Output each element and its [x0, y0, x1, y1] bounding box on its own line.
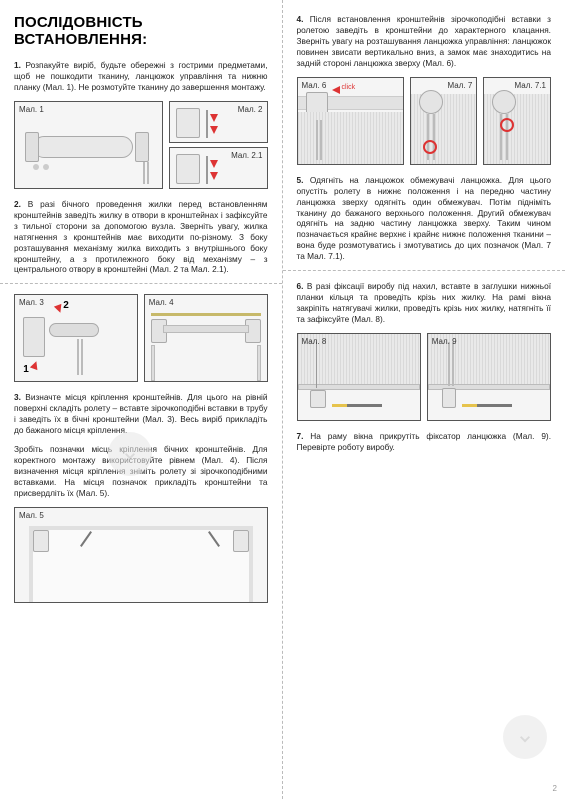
left-column: ПОСЛІДОВНІСТЬ ВСТАНОВЛЕННЯ: 1. Розпакуйт…: [0, 0, 283, 799]
page-title: ПОСЛІДОВНІСТЬ ВСТАНОВЛЕННЯ:: [14, 14, 268, 48]
step-4-text: 4. Після встановлення кронштейнів зірочк…: [297, 14, 552, 69]
figure-7-1-label: Мал. 7.1: [515, 81, 546, 90]
step-2-body: В разі бічного проведення жилки перед вс…: [14, 199, 268, 275]
step-7-num: 7.: [297, 431, 304, 441]
figure-5-label: Мал. 5: [19, 511, 44, 520]
figure-1: Мал. 1: [14, 101, 163, 189]
figure-7-label: Мал. 7: [448, 81, 473, 90]
fig-row-2: Мал. 3 2 1 Мал. 4: [14, 294, 268, 382]
step-5-num: 5.: [297, 175, 304, 185]
figure-6-label: Мал. 6: [302, 81, 327, 90]
divider-2: [283, 270, 565, 271]
step-6-num: 6.: [297, 281, 304, 291]
click-label: click: [342, 84, 356, 91]
figure-2-label: Мал. 2: [238, 105, 263, 114]
figure-8-label: Мал. 8: [302, 337, 327, 346]
badge-1: 1: [19, 363, 33, 377]
fig-row-3: Мал. 5: [14, 507, 268, 603]
figure-3-label: Мал. 3: [19, 298, 44, 307]
step-7-body: На раму вікна прикрутіть фіксатор ланцюж…: [297, 431, 552, 452]
figure-6: Мал. 6 click: [297, 77, 404, 165]
step-5-text: 5. Одягніть на ланцюжок обмежувачі ланцю…: [297, 175, 552, 263]
step-6-text: 6. В разі фіксації виробу під нахил, вст…: [297, 281, 552, 325]
watermark-icon-2: [503, 715, 547, 759]
step-3-num: 3.: [14, 392, 21, 402]
figure-2: Мал. 2: [169, 101, 267, 143]
fig-row-1: Мал. 1 Мал. 2 Мал. 2.1: [14, 101, 268, 189]
figure-9-label: Мал. 9: [432, 337, 457, 346]
badge-2: 2: [59, 299, 73, 313]
figure-4: Мал. 4: [144, 294, 268, 382]
step-1-text: 1. Розпакуйте виріб, будьте обережні з г…: [14, 60, 268, 93]
figure-9: Мал. 9: [427, 333, 551, 421]
step-2-num: 2.: [14, 199, 21, 209]
fig-row-5: Мал. 8 Мал. 9: [297, 333, 552, 421]
figure-5: Мал. 5: [14, 507, 268, 603]
step-1-num: 1.: [14, 60, 21, 70]
figure-7: Мал. 7: [410, 77, 478, 165]
step-4-body: Після встановлення кронштейнів зірочкопо…: [297, 14, 552, 68]
page: ПОСЛІДОВНІСТЬ ВСТАНОВЛЕННЯ: 1. Розпакуйт…: [0, 0, 565, 799]
step-3a-text: 3. Визначте місця кріплення кронштейнів.…: [14, 392, 268, 436]
watermark-icon: [108, 432, 152, 476]
step-2-text: 2. В разі бічного проведення жилки перед…: [14, 199, 268, 276]
figure-4-label: Мал. 4: [149, 298, 174, 307]
step-1-body: Розпакуйте виріб, будьте обережні з гост…: [14, 60, 268, 92]
step-4-num: 4.: [297, 14, 304, 24]
step-7-text: 7. На раму вікна прикрутіть фіксатор лан…: [297, 431, 552, 453]
figure-3: Мал. 3 2 1: [14, 294, 138, 382]
divider-1: [0, 283, 282, 284]
step-6-body: В разі фіксації виробу під нахил, вставт…: [297, 281, 552, 324]
figure-1-label: Мал. 1: [19, 105, 44, 114]
fig-row-4: Мал. 6 click Мал. 7 Мал. 7.1: [297, 77, 552, 165]
right-column: 4. Після встановлення кронштейнів зірочк…: [283, 0, 565, 799]
step-5-body: Одягніть на ланцюжок обмежувачі ланцюжка…: [297, 175, 552, 262]
figure-2-1-label: Мал. 2.1: [231, 151, 262, 160]
figure-8: Мал. 8: [297, 333, 421, 421]
figure-7-1: Мал. 7.1: [483, 77, 551, 165]
figure-2-1: Мал. 2.1: [169, 147, 267, 189]
page-number: 2: [553, 784, 557, 793]
step-3a-body: Визначте місця кріплення кронштейнів. Дл…: [14, 392, 268, 435]
